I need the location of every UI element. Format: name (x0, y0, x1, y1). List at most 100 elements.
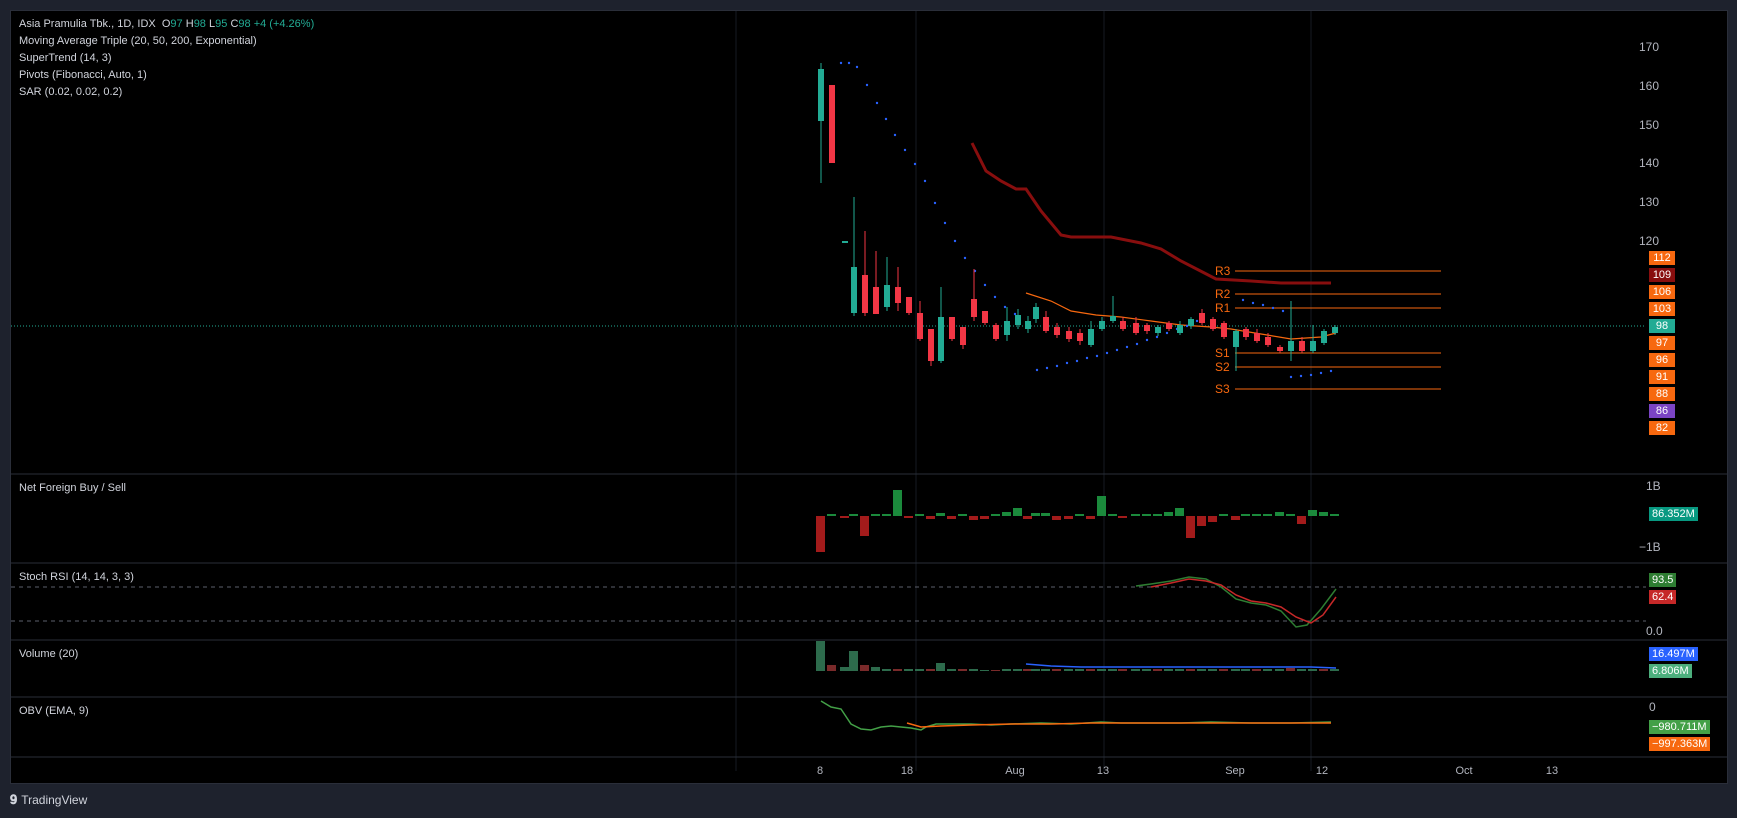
price-tag: 103 (1649, 302, 1675, 316)
foreign-bar (947, 516, 956, 519)
candle-body (1033, 307, 1039, 319)
candle-body (1120, 321, 1126, 329)
foreign-tick-top: 1B (1646, 479, 1661, 493)
candle-body (1144, 325, 1150, 331)
chart-frame[interactable]: R3 R2 R1 S1 S2 S3 (10, 10, 1728, 784)
pane-label-obv[interactable]: OBV (EMA, 9) (19, 705, 89, 717)
price-tick: 130 (1639, 195, 1659, 209)
candle-body (1199, 313, 1205, 323)
pane-label-foreign[interactable]: Net Foreign Buy / Sell (19, 482, 126, 494)
time-tick: Sep (1225, 765, 1245, 777)
price-tick: 160 (1639, 79, 1659, 93)
candle-body (1299, 341, 1305, 351)
stoch-rsi (11, 576, 1646, 628)
foreign-bar (882, 514, 891, 516)
time-tick: 18 (901, 765, 913, 777)
time-tick: 8 (817, 765, 823, 777)
pane-label-volume[interactable]: Volume (20) (19, 648, 79, 660)
obv-value-tag: −980.711M (1649, 720, 1710, 734)
volume-value-tag: 16.497M (1649, 647, 1698, 661)
volume-bar (1241, 669, 1250, 671)
pivot-s2: S2 (1215, 360, 1230, 374)
candle-body (842, 241, 848, 243)
price-tag: 97 (1649, 336, 1675, 350)
candle-body (1288, 341, 1294, 351)
indicator-ma[interactable]: Moving Average Triple (20, 50, 200, Expo… (19, 35, 257, 47)
candle-body (906, 297, 912, 313)
foreign-bar (991, 514, 1000, 516)
volume-bar (860, 665, 869, 671)
price-tick: 150 (1639, 118, 1659, 132)
pivot-s3: S3 (1215, 382, 1230, 396)
foreign-bar (1197, 516, 1206, 526)
candle-body (1077, 333, 1083, 341)
foreign-bar (936, 513, 945, 516)
candle-body (1310, 341, 1316, 351)
candle-body (1155, 327, 1161, 333)
tradingview-logo[interactable]: 𝟗 TradingView (10, 792, 87, 808)
volume-bar (1308, 669, 1317, 671)
volume-bar (1297, 669, 1306, 671)
candle-body (1099, 321, 1105, 329)
pivot-s1: S1 (1215, 346, 1230, 360)
volume-bar (1108, 669, 1117, 671)
candle-body (1043, 317, 1049, 331)
foreign-bar (1013, 508, 1022, 516)
time-tick: 13 (1097, 765, 1109, 777)
candle-body (1254, 333, 1260, 341)
volume-bar (1275, 669, 1284, 671)
indicator-pivots[interactable]: Pivots (Fibonacci, Auto, 1) (19, 69, 147, 81)
volume-bar (1064, 669, 1073, 671)
volume-bar (904, 669, 913, 671)
price-chart[interactable]: R3 R2 R1 S1 S2 S3 (11, 11, 1727, 783)
price-tag: 82 (1649, 421, 1675, 435)
foreign-bar (1041, 513, 1050, 516)
foreign-bar (1275, 512, 1284, 516)
foreign-bar (904, 516, 913, 518)
candle-body (993, 325, 999, 339)
foreign-bar (1186, 516, 1195, 538)
symbol-legend[interactable]: Asia Pramulia Tbk., 1D, IDX O97 H98 L95 … (19, 18, 314, 30)
candle-body (1243, 329, 1249, 337)
candle-body (1188, 319, 1194, 326)
candle-body (1133, 323, 1139, 333)
volume-bar (816, 641, 825, 671)
indicator-supertrend[interactable]: SuperTrend (14, 3) (19, 52, 112, 64)
foreign-bar (1064, 516, 1073, 519)
volume-bar (1013, 669, 1022, 671)
candle-body (873, 287, 879, 314)
volume-bar (980, 670, 989, 671)
foreign-bar (1164, 512, 1173, 516)
price-tag: 91 (1649, 370, 1675, 384)
pane-label-stoch[interactable]: Stoch RSI (14, 14, 3, 3) (19, 571, 134, 583)
volume-bar (1263, 669, 1272, 671)
price-tag: 86 (1649, 404, 1675, 418)
foreign-bar (860, 516, 869, 536)
foreign-bar (1241, 514, 1250, 516)
foreign-bar (827, 514, 836, 516)
price-tag: 106 (1649, 285, 1675, 299)
foreign-bar (926, 516, 935, 519)
volume-bar (958, 669, 967, 671)
foreign-bar (1319, 512, 1328, 516)
foreign-bar (1286, 514, 1295, 516)
volume-bar (1252, 669, 1261, 671)
low-label: L (209, 18, 216, 30)
volume-bar (893, 669, 902, 671)
volume-bar (1319, 669, 1328, 671)
candle-body (1321, 331, 1327, 343)
stoch-d-line (1150, 578, 1337, 624)
foreign-bar (1131, 514, 1140, 516)
volume-ma-tag: 6.806M (1649, 664, 1692, 678)
foreign-bar (1219, 514, 1228, 516)
candle-body (1066, 331, 1072, 339)
candle-body (818, 69, 824, 121)
volume-bar (1286, 668, 1295, 671)
stoch-k-tag: 93.5 (1649, 573, 1677, 587)
volume-bar (1231, 669, 1240, 671)
volume-bar (1118, 669, 1127, 671)
indicator-sar[interactable]: SAR (0.02, 0.02, 0.2) (19, 86, 123, 98)
tradingview-icon: 𝟗 (10, 792, 18, 807)
foreign-bar (1308, 510, 1317, 516)
supertrend-line (970, 142, 1331, 285)
